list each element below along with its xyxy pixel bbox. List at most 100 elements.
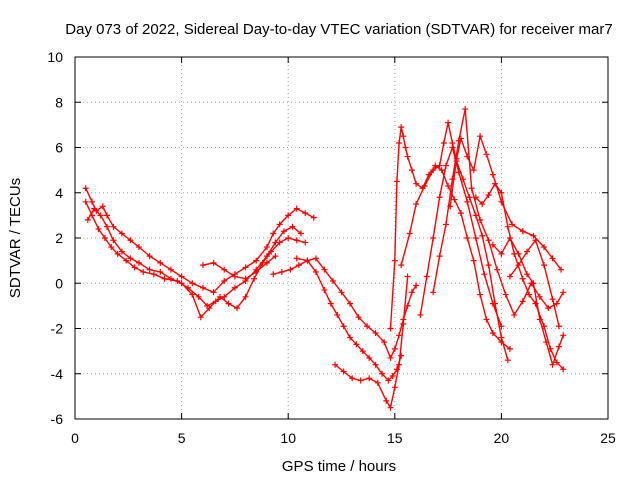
data-point: [103, 212, 110, 219]
series-6: [293, 255, 405, 384]
data-point: [421, 182, 428, 189]
data-point: [447, 203, 454, 210]
data-point: [489, 300, 496, 307]
series-4: [199, 253, 279, 282]
x-tick-label: 5: [178, 430, 186, 446]
data-point: [523, 271, 530, 278]
data-point: [272, 253, 279, 260]
data-point: [135, 259, 142, 266]
data-point: [161, 275, 168, 282]
data-point: [157, 268, 164, 275]
data-point: [99, 203, 106, 210]
data-point: [89, 198, 96, 205]
data-point: [470, 257, 477, 264]
x-tick-label: 25: [600, 430, 616, 446]
data-point: [263, 259, 270, 266]
data-point: [560, 289, 567, 296]
data-point: [310, 214, 317, 221]
data-point: [515, 250, 522, 257]
series-trace: [400, 121, 509, 361]
data-point: [383, 397, 390, 404]
data-point: [481, 271, 488, 278]
series-trace: [432, 108, 564, 316]
data-point: [430, 289, 437, 296]
data-point: [530, 280, 537, 287]
data-point: [430, 167, 437, 174]
data-point: [140, 268, 147, 275]
x-tick-label: 0: [71, 430, 79, 446]
data-point: [543, 339, 550, 346]
data-point: [400, 320, 407, 327]
data-point: [385, 377, 392, 384]
data-point: [268, 248, 275, 255]
data-point: [462, 106, 469, 113]
data-point: [150, 271, 157, 278]
data-point: [199, 262, 206, 269]
data-point: [506, 273, 513, 280]
data-point: [396, 332, 403, 339]
data-point: [302, 210, 309, 217]
data-point: [387, 404, 394, 411]
data-point: [555, 323, 562, 330]
data-point: [442, 162, 449, 169]
data-point: [114, 250, 121, 257]
data-point: [541, 244, 548, 251]
data-point: [451, 196, 458, 203]
data-point: [101, 235, 108, 241]
series-3: [84, 205, 309, 321]
data-point: [423, 273, 430, 280]
data-point: [270, 271, 277, 278]
data-point: [225, 300, 232, 307]
data-point: [464, 235, 471, 241]
data-point: [464, 153, 471, 160]
data-point: [406, 230, 413, 237]
series-11: [430, 106, 567, 318]
data-point: [278, 268, 285, 275]
data-point: [398, 352, 405, 359]
data-point: [502, 291, 509, 298]
data-point: [549, 361, 556, 368]
data-point: [321, 266, 328, 273]
data-point: [398, 262, 405, 269]
data-point: [231, 284, 238, 291]
data-point: [387, 325, 394, 332]
data-point: [449, 144, 456, 151]
data-point: [146, 266, 153, 273]
data-point: [210, 259, 217, 266]
data-point: [242, 264, 249, 271]
data-point: [178, 280, 185, 287]
data-point: [347, 300, 354, 307]
data-point: [483, 316, 490, 323]
data-point: [287, 266, 294, 273]
data-point: [553, 300, 560, 307]
data-point: [413, 201, 420, 208]
data-point: [391, 384, 398, 391]
data-traces: [82, 106, 567, 411]
data-point: [396, 139, 403, 146]
data-point: [285, 212, 292, 219]
data-point: [231, 273, 238, 280]
data-point: [103, 223, 110, 230]
data-point: [157, 259, 164, 266]
data-point: [359, 348, 366, 355]
data-point: [560, 332, 567, 339]
series-13: [472, 180, 567, 373]
data-point: [489, 171, 496, 178]
series-7: [332, 273, 411, 411]
data-point: [479, 232, 486, 239]
data-point: [91, 205, 98, 212]
data-point: [234, 305, 241, 312]
data-point: [413, 282, 420, 289]
series-12: [447, 133, 565, 273]
data-point: [498, 323, 505, 330]
series-15: [506, 237, 562, 330]
axis-ticks: 0 5 10 15 20 25 -6 -4 -2 0 2 4 6 8 10: [47, 49, 616, 446]
data-point: [515, 262, 522, 269]
data-point: [372, 330, 379, 337]
data-point: [430, 235, 437, 241]
data-point: [438, 167, 445, 174]
data-point: [391, 345, 398, 352]
data-point: [276, 221, 283, 228]
data-point: [404, 153, 411, 160]
data-point: [489, 241, 496, 248]
